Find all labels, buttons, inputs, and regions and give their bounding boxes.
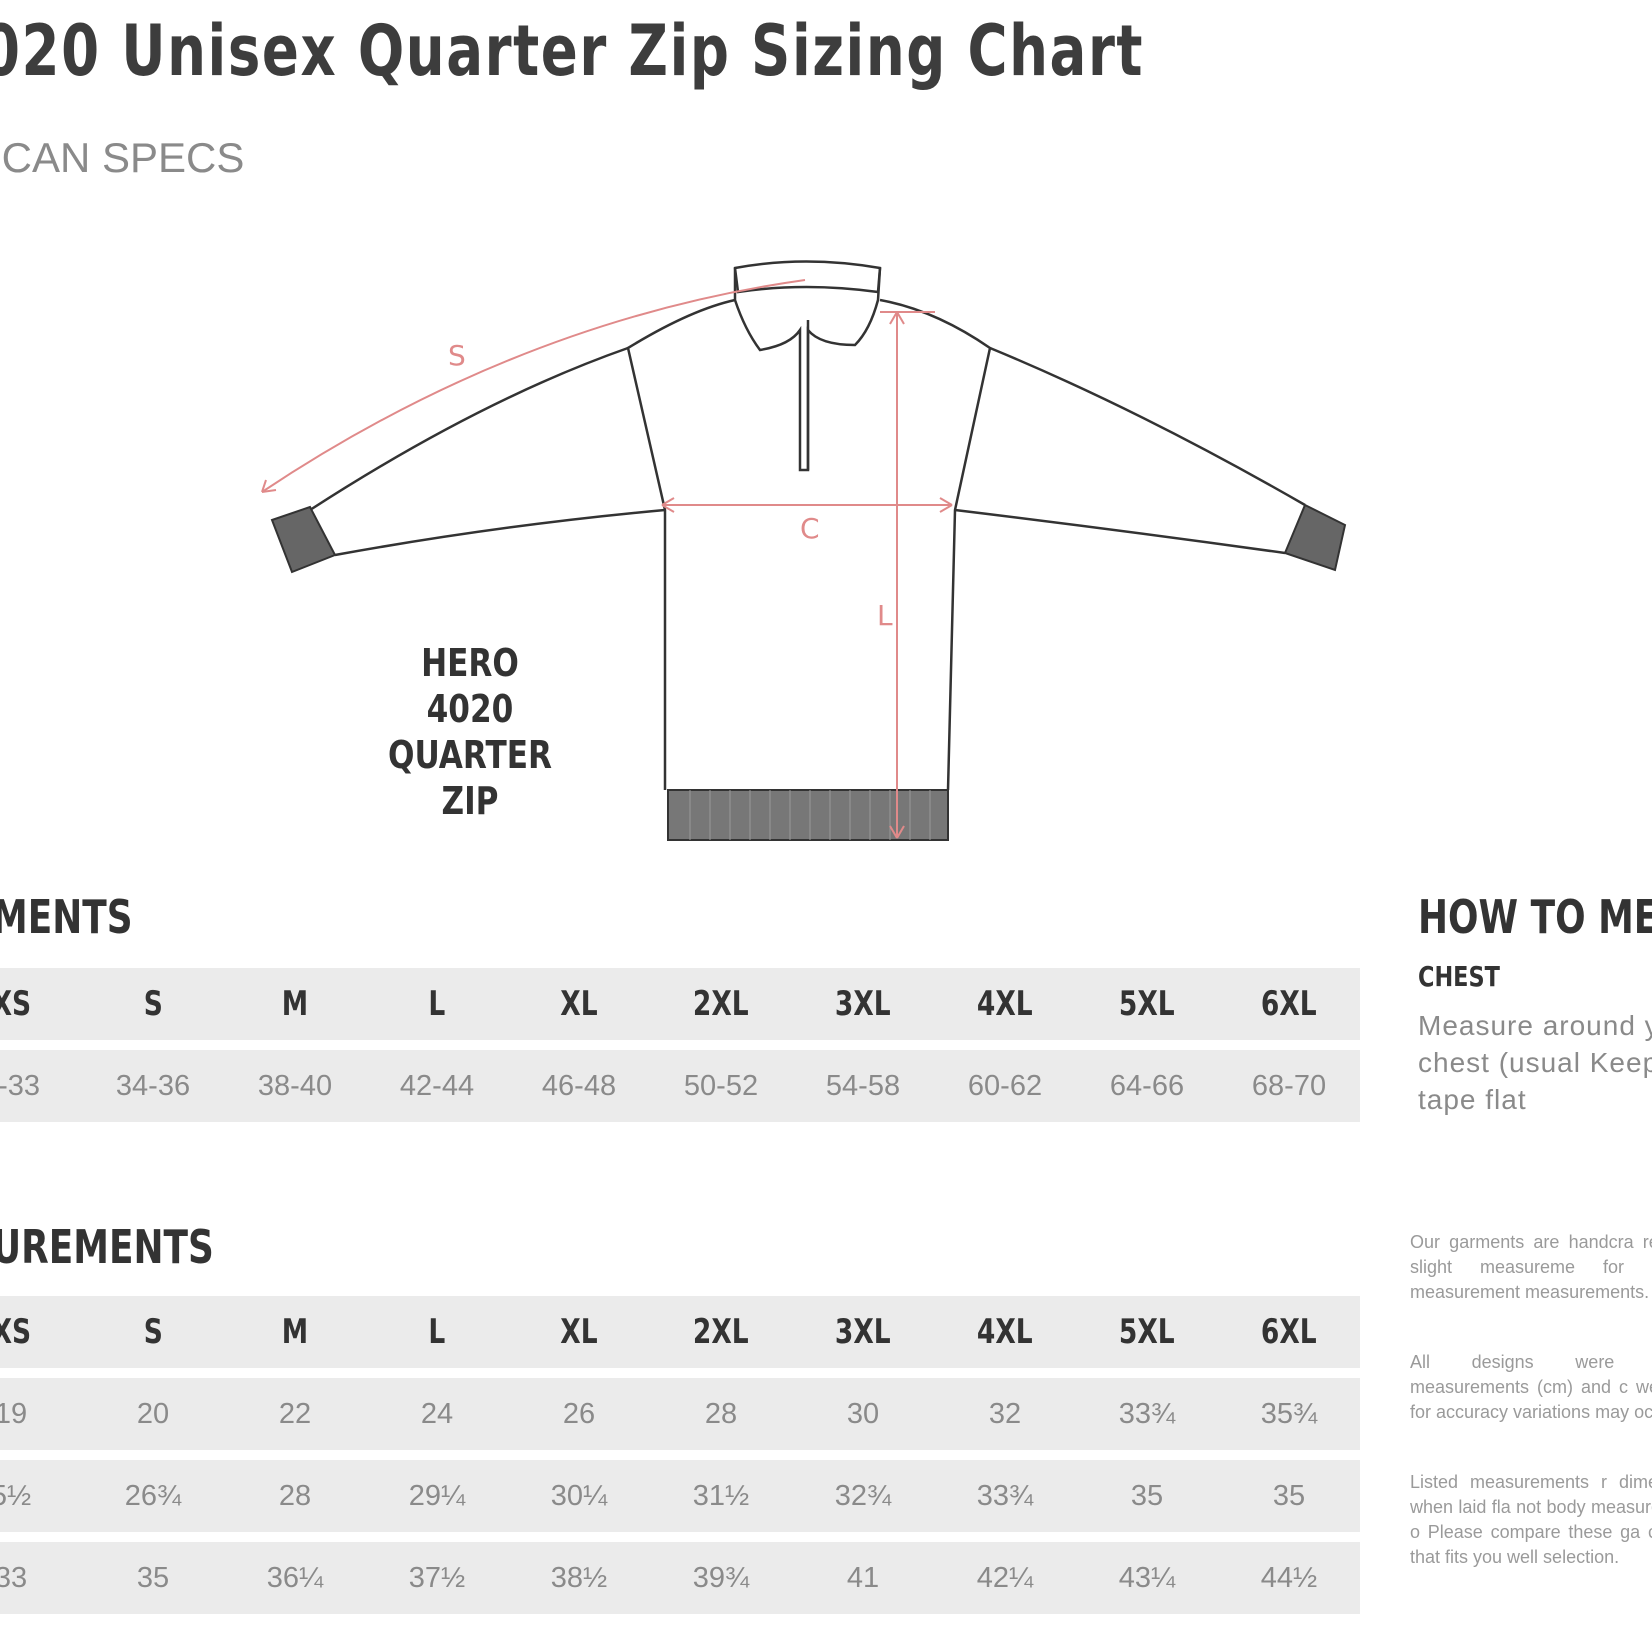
size-header: 6XL (1218, 1296, 1360, 1368)
size-header: 6XL (1218, 968, 1360, 1040)
chest-instructions: Measure around your chest (usual Keep th… (1418, 1010, 1652, 1115)
size-header-row: XS S M L XL 2XL 3XL 4XL 5XL 6XL (0, 968, 1360, 1040)
table-cell: 28 (650, 1378, 792, 1450)
table-cell: 35 (82, 1542, 224, 1614)
note-handcrafted: Our garments are handcra result in sligh… (1410, 1232, 1652, 1302)
table-cell: 20 (82, 1378, 224, 1450)
table-cell: 30 (792, 1378, 934, 1450)
note-measurements: All designs were origina measurements (c… (1410, 1352, 1652, 1422)
table-cell: 68-70 (1218, 1050, 1360, 1122)
table-cell: 24 (366, 1378, 508, 1450)
size-header: XL (508, 968, 650, 1040)
table-cell: 28 (224, 1460, 366, 1532)
how-to-measure-heading: HOW TO MEA (1418, 890, 1652, 944)
table-cell: 33¾ (1076, 1378, 1218, 1450)
body-measurements-heading: MENTS (0, 890, 133, 944)
size-header: M (224, 1296, 366, 1368)
garment-measurements-table: XS S M L XL 2XL 3XL 4XL 5XL 6XL 19 20 22… (0, 1286, 1360, 1624)
table-cell: 31½ (650, 1460, 792, 1532)
table-cell: 29¼ (366, 1460, 508, 1532)
table-cell: 2-33 (0, 1050, 82, 1122)
size-header-row: XS S M L XL 2XL 3XL 4XL 5XL 6XL (0, 1296, 1360, 1368)
chest-label-marker: C (800, 512, 820, 545)
table-row: 33 35 36¼ 37½ 38½ 39¾ 41 42¼ 43¼ 44½ (0, 1542, 1360, 1614)
table-cell: 38-40 (224, 1050, 366, 1122)
table-cell: 42-44 (366, 1050, 508, 1122)
table-cell: 38½ (508, 1542, 650, 1614)
garment-measurements-heading: UREMENTS (0, 1220, 214, 1274)
table-cell: 44½ (1218, 1542, 1360, 1614)
size-header: S (82, 968, 224, 1040)
quarter-zip-drawing: S C L (261, 260, 1347, 841)
table-cell: 34-36 (82, 1050, 224, 1122)
page-title: 020 Unisex Quarter Zip Sizing Chart (0, 10, 1145, 92)
table-cell: 32 (934, 1378, 1076, 1450)
product-name: HERO 4020 QUARTER ZIP (380, 640, 560, 824)
table-cell: 26¾ (82, 1460, 224, 1532)
table-cell: 5½ (0, 1460, 82, 1532)
table-cell: 22 (224, 1378, 366, 1450)
chest-heading: CHEST (1418, 960, 1500, 993)
table-row: 5½ 26¾ 28 29¼ 30¼ 31½ 32¾ 33¾ 35 35 (0, 1460, 1360, 1532)
table-cell: 41 (792, 1542, 934, 1614)
table-cell: 35 (1076, 1460, 1218, 1532)
table-cell: 19 (0, 1378, 82, 1450)
table-cell: 39¾ (650, 1542, 792, 1614)
page-subtitle: ICAN SPECS (0, 134, 245, 181)
sleeve-label: S (448, 339, 466, 372)
table-cell: 43¼ (1076, 1542, 1218, 1614)
size-header: M (224, 968, 366, 1040)
size-header: 2XL (650, 1296, 792, 1368)
table-cell: 54-58 (792, 1050, 934, 1122)
table-cell: 46-48 (508, 1050, 650, 1122)
product-name-line1: HERO 4020 (421, 641, 519, 731)
table-cell: 26 (508, 1378, 650, 1450)
size-header: XL (508, 1296, 650, 1368)
table-cell: 42¼ (934, 1542, 1076, 1614)
table-cell: 36¼ (224, 1542, 366, 1614)
table-cell: 30¼ (508, 1460, 650, 1532)
size-header: 5XL (1076, 1296, 1218, 1368)
size-header: 2XL (650, 968, 792, 1040)
size-header: 4XL (934, 968, 1076, 1040)
table-cell: 33 (0, 1542, 82, 1614)
size-header: L (366, 1296, 508, 1368)
size-header: 5XL (1076, 968, 1218, 1040)
table-row: 19 20 22 24 26 28 30 32 33¾ 35¾ (0, 1378, 1360, 1450)
size-header: XS (0, 968, 82, 1040)
size-header: 4XL (934, 1296, 1076, 1368)
table-cell: 60-62 (934, 1050, 1076, 1122)
table-cell: 64-66 (1076, 1050, 1218, 1122)
size-header: L (366, 968, 508, 1040)
note-laid-flat: Listed measurements r dimensions when la… (1410, 1472, 1652, 1567)
size-header: 3XL (792, 1296, 934, 1368)
table-cell: 50-52 (650, 1050, 792, 1122)
size-header: S (82, 1296, 224, 1368)
size-header: 3XL (792, 968, 934, 1040)
size-header: XS (0, 1296, 82, 1368)
length-label: L (877, 599, 893, 632)
product-name-line2: QUARTER ZIP (387, 733, 553, 823)
table-cell: 35 (1218, 1460, 1360, 1532)
table-row: 2-33 34-36 38-40 42-44 46-48 50-52 54-58… (0, 1050, 1360, 1122)
table-cell: 33¾ (934, 1460, 1076, 1532)
table-cell: 35¾ (1218, 1378, 1360, 1450)
body-measurements-table: XS S M L XL 2XL 3XL 4XL 5XL 6XL 2-33 34-… (0, 958, 1360, 1132)
table-cell: 32¾ (792, 1460, 934, 1532)
table-cell: 37½ (366, 1542, 508, 1614)
